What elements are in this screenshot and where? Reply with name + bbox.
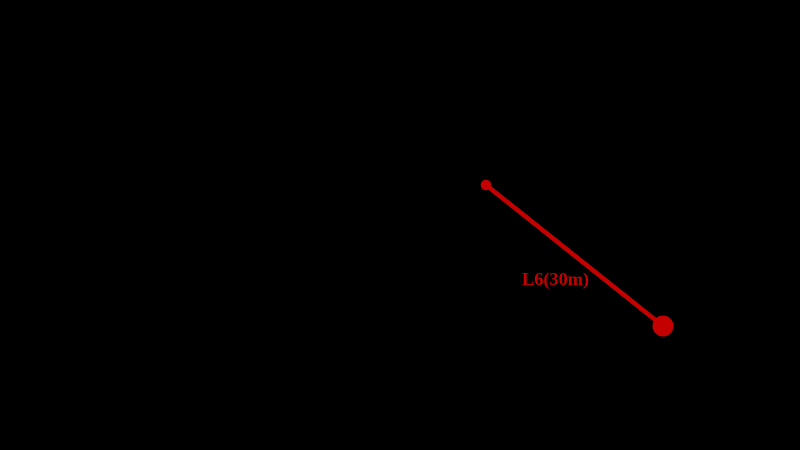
svg-text:L6(30m): L6(30m) <box>522 269 589 290</box>
